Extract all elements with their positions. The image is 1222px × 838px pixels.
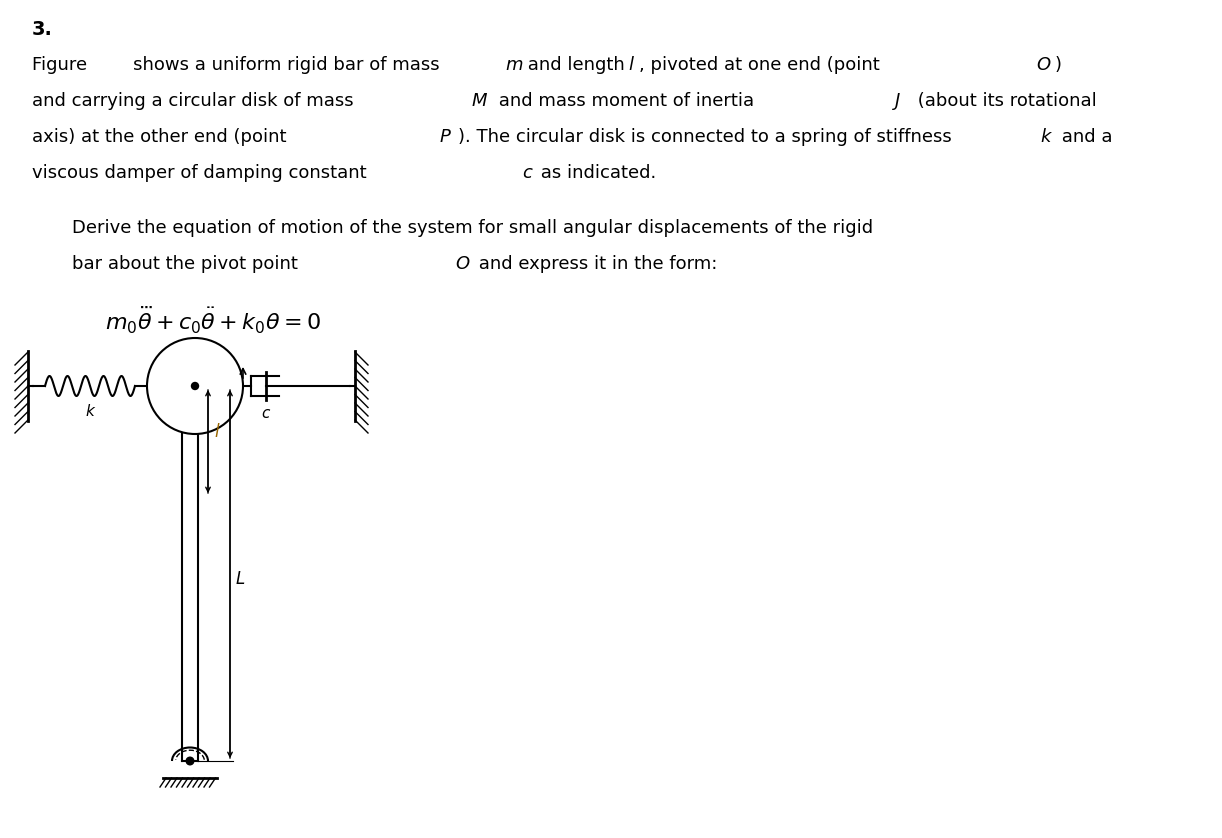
Text: P: P	[440, 128, 451, 146]
Text: m: m	[505, 56, 523, 74]
Text: k: k	[86, 404, 94, 419]
Text: $m_0 \dddot{\theta} + c_0\ddot{\theta} + k_0\theta = 0$: $m_0 \dddot{\theta} + c_0\ddot{\theta} +…	[105, 305, 321, 336]
Text: c: c	[522, 164, 532, 182]
Text: as indicated.: as indicated.	[535, 164, 656, 182]
Circle shape	[192, 382, 198, 390]
Circle shape	[147, 338, 243, 434]
Text: c: c	[260, 406, 269, 421]
Text: and carrying a circular disk of mass: and carrying a circular disk of mass	[32, 92, 359, 110]
Text: and length: and length	[522, 56, 631, 74]
Text: and express it in the form:: and express it in the form:	[473, 255, 717, 273]
Text: L: L	[236, 570, 246, 588]
Text: viscous damper of damping constant: viscous damper of damping constant	[32, 164, 373, 182]
Text: l: l	[628, 56, 633, 74]
Text: Figure        shows a uniform rigid bar of mass: Figure shows a uniform rigid bar of mass	[32, 56, 445, 74]
Text: axis) at the other end (point: axis) at the other end (point	[32, 128, 292, 146]
Text: 3.: 3.	[32, 20, 53, 39]
Text: and mass moment of inertia: and mass moment of inertia	[492, 92, 760, 110]
Text: ): )	[1055, 56, 1062, 74]
Text: O: O	[1036, 56, 1050, 74]
Circle shape	[186, 758, 194, 765]
Text: (about its rotational: (about its rotational	[912, 92, 1097, 110]
Text: ). The circular disk is connected to a spring of stiffness: ). The circular disk is connected to a s…	[458, 128, 958, 146]
Text: k: k	[1040, 128, 1051, 146]
Text: and a: and a	[1056, 128, 1112, 146]
Text: O: O	[455, 255, 469, 273]
Text: bar about the pivot point: bar about the pivot point	[72, 255, 303, 273]
Text: J: J	[895, 92, 901, 110]
Text: Derive the equation of motion of the system for small angular displacements of t: Derive the equation of motion of the sys…	[72, 219, 874, 237]
Text: l: l	[214, 422, 219, 441]
Text: M: M	[472, 92, 488, 110]
Text: , pivoted at one end (point: , pivoted at one end (point	[639, 56, 886, 74]
